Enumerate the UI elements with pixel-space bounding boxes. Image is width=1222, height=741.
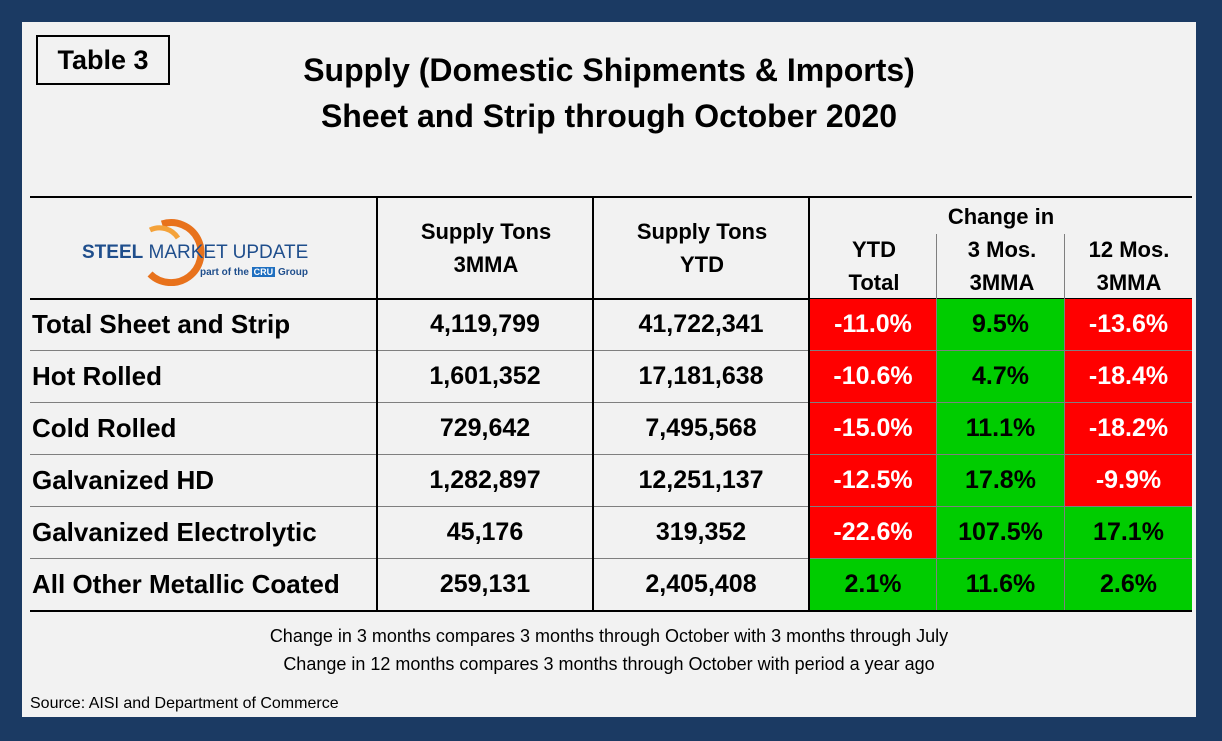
logo-cru-mark: CRU bbox=[251, 267, 276, 277]
header-12mos-3mma: 12 Mos. 3MMA bbox=[1066, 234, 1192, 298]
row-divider bbox=[30, 454, 1192, 455]
supply-3mma-cell: 45,176 bbox=[446, 518, 524, 546]
12mos-change-cell: 17.1% bbox=[1065, 507, 1192, 558]
header-supply-3mma-line1: Supply Tons bbox=[420, 219, 552, 244]
header-ytd-total-line1: YTD bbox=[852, 237, 896, 262]
header-3mos-line2: 3MMA bbox=[969, 270, 1035, 295]
ytd-total-change-cell: -22.6% bbox=[810, 507, 936, 558]
12mos-change-cell: -18.2% bbox=[1065, 403, 1192, 454]
column-divider bbox=[936, 234, 937, 610]
header-ytd-total: YTD Total bbox=[810, 234, 938, 298]
ytd-total-change-cell: 2.1% bbox=[810, 559, 936, 610]
ytd-total-change-cell: -15.0% bbox=[810, 403, 936, 454]
ytd-total-change-cell: -10.6% bbox=[810, 351, 936, 402]
logo-swoosh-icon bbox=[147, 219, 205, 287]
data-table: STEEL MARKET UPDATE part of the CRU Grou… bbox=[30, 198, 1192, 612]
column-divider bbox=[376, 198, 378, 610]
header-supply-3mma-line2: 3MMA bbox=[453, 252, 519, 277]
supply-ytd-cell: 17,181,638 bbox=[638, 362, 764, 390]
supply-3mma-cell: 4,119,799 bbox=[430, 310, 540, 338]
3mos-change-cell: 11.6% bbox=[937, 559, 1064, 610]
supply-3mma-cell: 1,282,897 bbox=[429, 466, 541, 494]
row-label: All Other Metallic Coated bbox=[32, 569, 340, 599]
header-12mos-line1: 12 Mos. bbox=[1088, 237, 1170, 262]
header-ytd-total-line2: Total bbox=[848, 270, 900, 295]
row-divider bbox=[30, 350, 1192, 351]
3mos-change-cell: 107.5% bbox=[937, 507, 1064, 558]
ytd-total-change-cell: -12.5% bbox=[810, 455, 936, 506]
table-number-label: Table 3 bbox=[36, 35, 170, 85]
title-line-2: Sheet and Strip through October 2020 bbox=[320, 98, 898, 134]
header-change-in: Change in bbox=[947, 203, 1055, 229]
supply-ytd-cell: 319,352 bbox=[655, 518, 747, 546]
supply-ytd-cell: 2,405,408 bbox=[645, 570, 757, 598]
header-3mos-line1: 3 Mos. bbox=[967, 237, 1037, 262]
supply-ytd-cell: 41,722,341 bbox=[638, 310, 764, 338]
column-divider bbox=[808, 198, 810, 610]
3mos-change-cell: 4.7% bbox=[937, 351, 1064, 402]
logo-wordmark: STEEL MARKET UPDATE bbox=[82, 242, 308, 264]
row-label: Hot Rolled bbox=[32, 361, 162, 391]
logo-tagline-pre: part of the bbox=[200, 267, 249, 278]
logo-market-update-text: MARKET UPDATE bbox=[148, 242, 309, 263]
header-supply-3mma: Supply Tons 3MMA bbox=[378, 198, 594, 298]
row-label: Cold Rolled bbox=[32, 413, 177, 443]
3mos-change-cell: 9.5% bbox=[937, 299, 1064, 350]
header-3mos-3mma: 3 Mos. 3MMA bbox=[938, 234, 1066, 298]
footnote-12-months: Change in 12 months compares 3 months th… bbox=[283, 654, 935, 674]
row-divider bbox=[30, 558, 1192, 559]
supply-3mma-cell: 259,131 bbox=[439, 570, 531, 598]
12mos-change-cell: -13.6% bbox=[1065, 299, 1192, 350]
logo-steel-text: STEEL bbox=[82, 242, 144, 263]
3mos-change-cell: 11.1% bbox=[937, 403, 1064, 454]
column-divider bbox=[1064, 234, 1065, 610]
row-divider bbox=[30, 298, 1192, 300]
title-line-1: Supply (Domestic Shipments & Imports) bbox=[303, 52, 915, 88]
supply-3mma-cell: 1,601,352 bbox=[429, 362, 541, 390]
row-label: Total Sheet and Strip bbox=[32, 309, 291, 339]
footnote-3-months: Change in 3 months compares 3 months thr… bbox=[269, 626, 949, 646]
logo-tagline: part of the CRU Group bbox=[200, 267, 308, 278]
logo-tagline-post: Group bbox=[277, 267, 308, 278]
steel-market-update-logo: STEEL MARKET UPDATE part of the CRU Grou… bbox=[80, 216, 320, 287]
header-12mos-line2: 3MMA bbox=[1096, 270, 1162, 295]
column-divider bbox=[592, 198, 594, 610]
header-top-rule bbox=[30, 196, 1192, 198]
header-supply-ytd-line1: Supply Tons bbox=[636, 219, 768, 244]
3mos-change-cell: 17.8% bbox=[937, 455, 1064, 506]
12mos-change-cell: 2.6% bbox=[1065, 559, 1192, 610]
row-divider bbox=[30, 402, 1192, 403]
source-note: Source: AISI and Department of Commerce bbox=[30, 695, 339, 712]
supply-ytd-cell: 12,251,137 bbox=[638, 466, 764, 494]
12mos-change-cell: -18.4% bbox=[1065, 351, 1192, 402]
header-supply-ytd: Supply Tons YTD bbox=[594, 198, 810, 298]
row-label: Galvanized HD bbox=[32, 465, 215, 495]
supply-3mma-cell: 729,642 bbox=[439, 414, 531, 442]
row-label: Galvanized Electrolytic bbox=[32, 517, 317, 547]
ytd-total-change-cell: -11.0% bbox=[810, 299, 936, 350]
table-panel: Table 3 Supply (Domestic Shipments & Imp… bbox=[22, 22, 1196, 717]
row-divider bbox=[30, 506, 1192, 507]
12mos-change-cell: -9.9% bbox=[1065, 455, 1192, 506]
header-supply-ytd-line2: YTD bbox=[680, 252, 724, 277]
table-bottom-rule bbox=[30, 610, 1192, 612]
supply-ytd-cell: 7,495,568 bbox=[645, 414, 757, 442]
